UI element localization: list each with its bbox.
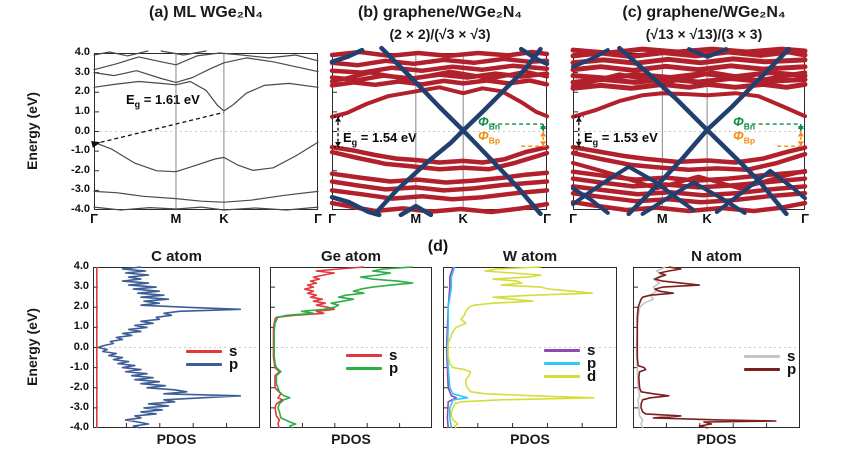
legend-label: s: [389, 347, 398, 364]
band-c-svg: [570, 45, 808, 217]
pdos-n-atom-legend-item-s: s: [744, 348, 796, 365]
pdos-c-atom-ytick-4.0: 4.0: [73, 260, 89, 272]
legend-line-icon: [544, 375, 580, 378]
pdos-n-title: N atom: [691, 248, 742, 265]
pdos-plot-w-atom: [443, 266, 617, 429]
pdos-plot-c-atom: [93, 266, 260, 429]
bandgap-label-c: Eg = 1.53 eV: [584, 130, 658, 148]
panel-b-title: (b) graphene/WGe₂N₄: [357, 4, 523, 21]
band-a-ytick-1.0: 1.0: [74, 104, 90, 117]
pdos-n-atom-legend-item-p: p: [744, 361, 797, 378]
band-a-ytick--1.0: -1.0: [71, 144, 90, 157]
band-plot-c: [570, 45, 808, 217]
pdos-w-atom-svg: [443, 266, 617, 429]
band-b-xtick-M: M: [410, 211, 422, 226]
bandgap-label-b: Eg = 1.54 eV: [343, 130, 417, 148]
band-c-xtick-K: K: [702, 211, 712, 226]
legend-line-icon: [544, 349, 580, 352]
legend-line-icon: [186, 363, 222, 366]
band-b-xtick-K: K: [458, 211, 468, 226]
legend-line-icon: [346, 354, 382, 357]
pdos-w-xlabel: PDOS: [510, 431, 550, 447]
band-plot-b: [329, 45, 550, 218]
panel-a-title: (a) ML WGe₂N₄: [149, 4, 263, 21]
band-a-xtick-Γ: Γ: [314, 211, 322, 226]
legend-line-icon: [186, 350, 222, 353]
panel-d-label: (d): [427, 238, 449, 255]
phi-bp-label-c: ΦBp: [733, 128, 756, 146]
band-c-xtick-Γ: Γ: [801, 211, 809, 226]
pdos-c-atom-ytick--3.0: -3.0: [70, 400, 89, 413]
panel-c-subtitle: (√13 × √13)/(3 × 3): [645, 26, 763, 42]
band-b-xtick-Γ: Γ: [543, 211, 551, 226]
energy-axis-label-bottom: Energy (eV): [24, 308, 40, 386]
legend-label: p: [229, 356, 239, 373]
legend-label: s: [587, 342, 596, 359]
band-a-svg: [91, 50, 319, 211]
band-c-xtick-Γ: Γ: [569, 211, 577, 226]
pdos-ge-atom-legend-item-p: p: [346, 360, 399, 377]
band-a-ytick--3.0: -3.0: [71, 183, 90, 196]
legend-label: d: [587, 368, 597, 385]
band-a-xtick-K: K: [219, 211, 229, 226]
energy-axis-label-top: Energy (eV): [24, 92, 40, 170]
band-plot-a: [91, 50, 319, 211]
pdos-c-title: C atom: [151, 248, 202, 265]
pdos-plot-n-atom: [633, 266, 800, 429]
pdos-c-atom-ytick-0.0: 0.0: [73, 340, 89, 353]
legend-line-icon: [744, 368, 780, 371]
legend-line-icon: [544, 362, 580, 365]
pdos-n-xlabel: PDOS: [696, 431, 737, 447]
pdos-w-atom-legend-item-d: d: [544, 368, 597, 385]
pdos-c-atom-ytick--2.0: -2.0: [70, 380, 89, 393]
pdos-w-atom-legend-item-s: s: [544, 342, 596, 359]
band-a-ytick-3.0: 3.0: [74, 65, 90, 78]
legend-label: p: [389, 360, 399, 377]
pdos-ge-xlabel: PDOS: [331, 431, 371, 447]
band-a-ytick-2.0: 2.0: [74, 85, 90, 98]
pdos-w-title: W atom: [502, 248, 558, 265]
legend-line-icon: [346, 367, 382, 370]
band-a-ytick--4.0: -4.0: [71, 203, 90, 215]
band-a-xtick-M: M: [170, 211, 182, 226]
pdos-w-atom-legend-item-p: p: [544, 355, 597, 372]
phi-bn-label-c: ΦBn: [733, 114, 756, 132]
pdos-c-atom-ytick-3.0: 3.0: [73, 280, 89, 293]
legend-line-icon: [744, 355, 780, 358]
band-a-ytick-4.0: 4.0: [74, 46, 90, 58]
pdos-n-atom-svg: [633, 266, 800, 429]
pdos-c-atom-ytick--1.0: -1.0: [70, 360, 89, 373]
band-a-xtick-Γ: Γ: [90, 211, 98, 226]
legend-label: p: [587, 355, 597, 372]
band-a-ytick-0.0: 0.0: [74, 124, 90, 137]
band-b-svg: [329, 45, 550, 218]
pdos-c-atom-svg: [93, 266, 260, 429]
pdos-c-xlabel: PDOS: [156, 431, 197, 447]
pdos-c-atom-legend-item-s: s: [186, 343, 238, 360]
pdos-ge-atom-legend-item-s: s: [346, 347, 398, 364]
phi-bp-label-b: ΦBp: [478, 128, 501, 146]
pdos-c-atom-ytick-1.0: 1.0: [73, 320, 89, 333]
band-a-ytick--2.0: -2.0: [71, 163, 90, 176]
legend-label: p: [787, 361, 797, 378]
pdos-ge-atom-svg: [270, 266, 432, 429]
pdos-c-atom-ytick--4.0: -4.0: [70, 421, 89, 433]
legend-label: s: [787, 348, 796, 365]
band-b-xtick-Γ: Γ: [328, 211, 336, 226]
legend-label: s: [229, 343, 238, 360]
pdos-plot-ge-atom: [270, 266, 432, 429]
phi-bn-label-b: ΦBn: [478, 114, 501, 132]
bandgap-label-a: Eg = 1.61 eV: [126, 92, 200, 110]
pdos-c-atom-ytick-2.0: 2.0: [73, 300, 89, 313]
pdos-ge-title: Ge atom: [320, 248, 381, 265]
panel-b-subtitle: (2 × 2)/(√3 × √3): [389, 26, 491, 42]
pdos-c-atom-legend-item-p: p: [186, 356, 239, 373]
panel-c-title: (c) graphene/WGe₂N₄: [622, 4, 786, 21]
band-c-xtick-M: M: [656, 211, 668, 226]
